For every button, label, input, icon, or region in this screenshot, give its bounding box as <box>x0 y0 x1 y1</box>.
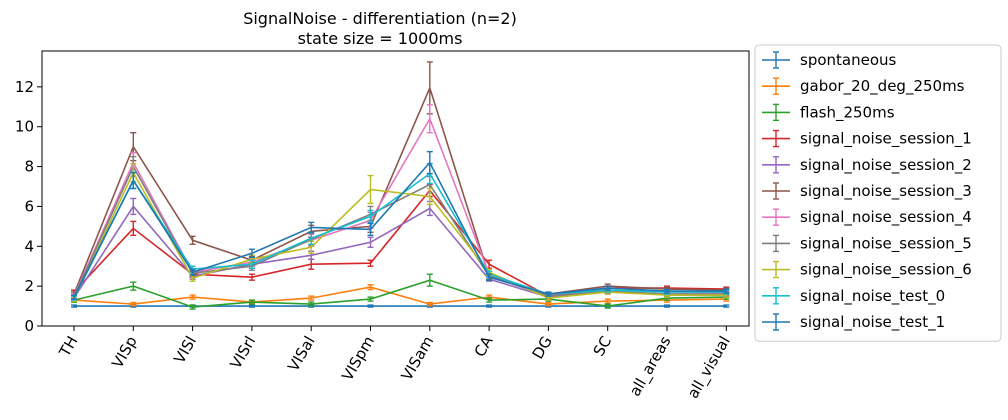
series-signal_noise_session_1 <box>71 183 730 299</box>
series-line <box>73 164 727 298</box>
x-tick-label: all_visual <box>684 333 735 402</box>
legend-item: signal_noise_session_2 <box>762 156 972 175</box>
legend-label: signal_noise_session_3 <box>800 182 972 201</box>
x-tick-label: VISl <box>170 333 200 367</box>
legend-label: signal_noise_test_1 <box>800 313 945 332</box>
y-tick-label: 4 <box>24 237 34 255</box>
plot-area: 0 2 4 6 8 10 12 TH VISp VISl VISrl VISal VISpm VISam C… <box>15 50 750 402</box>
series-line <box>73 286 727 305</box>
x-tick-label: VISp <box>108 333 140 371</box>
legend-item: signal_noise_test_1 <box>762 313 945 332</box>
y-tick-label: 10 <box>15 118 34 136</box>
legend-label: gabor_20_deg_250ms <box>800 77 965 96</box>
legend-label: signal_noise_session_5 <box>800 234 972 253</box>
series-line <box>73 205 727 299</box>
series-signal_noise_test_1 <box>71 150 730 300</box>
series-spontaneous <box>71 304 730 308</box>
x-tick-label: SC <box>590 333 616 359</box>
x-tick-label: VISpm <box>338 333 378 384</box>
legend-label: spontaneous <box>800 51 897 69</box>
series-signal_noise_session_4 <box>71 104 730 299</box>
series-line <box>73 85 727 295</box>
series-line <box>73 161 727 298</box>
legend-item: signal_noise_session_3 <box>762 182 972 201</box>
legend-item: signal_noise_session_4 <box>762 208 972 227</box>
legend-label: signal_noise_session_2 <box>800 156 972 175</box>
series-signal_noise_session_3 <box>71 61 730 297</box>
x-tick-label: VISrl <box>227 333 260 372</box>
x-tick-label: VISal <box>284 333 318 375</box>
series-line <box>73 170 727 300</box>
series-line <box>73 279 727 308</box>
legend: spontaneous gabor_20_deg_250ms flash_250ms… <box>754 44 1002 342</box>
series-signal_noise_session_2 <box>71 197 730 301</box>
x-tick-label: DG <box>529 333 556 362</box>
legend-item: flash_250ms <box>762 103 895 122</box>
legend-label: signal_noise_session_1 <box>800 130 972 149</box>
legend-frame <box>754 44 1002 342</box>
legend-item: signal_noise_session_6 <box>762 261 972 280</box>
x-tick-label: VISam <box>398 333 438 384</box>
x-tick-label: TH <box>55 333 81 361</box>
legend-item: signal_noise_test_0 <box>762 287 945 306</box>
y-tick-label: 12 <box>15 78 34 96</box>
y-tick-label: 0 <box>24 317 34 335</box>
legend-item: gabor_20_deg_250ms <box>762 77 965 96</box>
legend-label: signal_noise_test_0 <box>800 287 945 306</box>
legend-item: spontaneous <box>762 51 897 69</box>
legend-label: flash_250ms <box>800 103 895 122</box>
chart-subtitle: state size = 1000ms <box>298 29 463 48</box>
x-tick-label: all_areas <box>626 333 676 400</box>
y-tick-label: 8 <box>24 158 34 176</box>
y-tick-label: 2 <box>24 277 34 295</box>
legend-label: signal_noise_session_6 <box>800 261 972 280</box>
plot-frame <box>41 50 750 327</box>
legend-item: signal_noise_session_5 <box>762 234 972 253</box>
x-tick-label: CA <box>471 332 497 360</box>
legend-item: signal_noise_session_1 <box>762 130 972 149</box>
chart-title: SignalNoise - differentiation (n=2) <box>243 9 517 28</box>
legend-label: signal_noise_session_4 <box>800 208 972 227</box>
y-tick-label: 6 <box>24 197 34 215</box>
